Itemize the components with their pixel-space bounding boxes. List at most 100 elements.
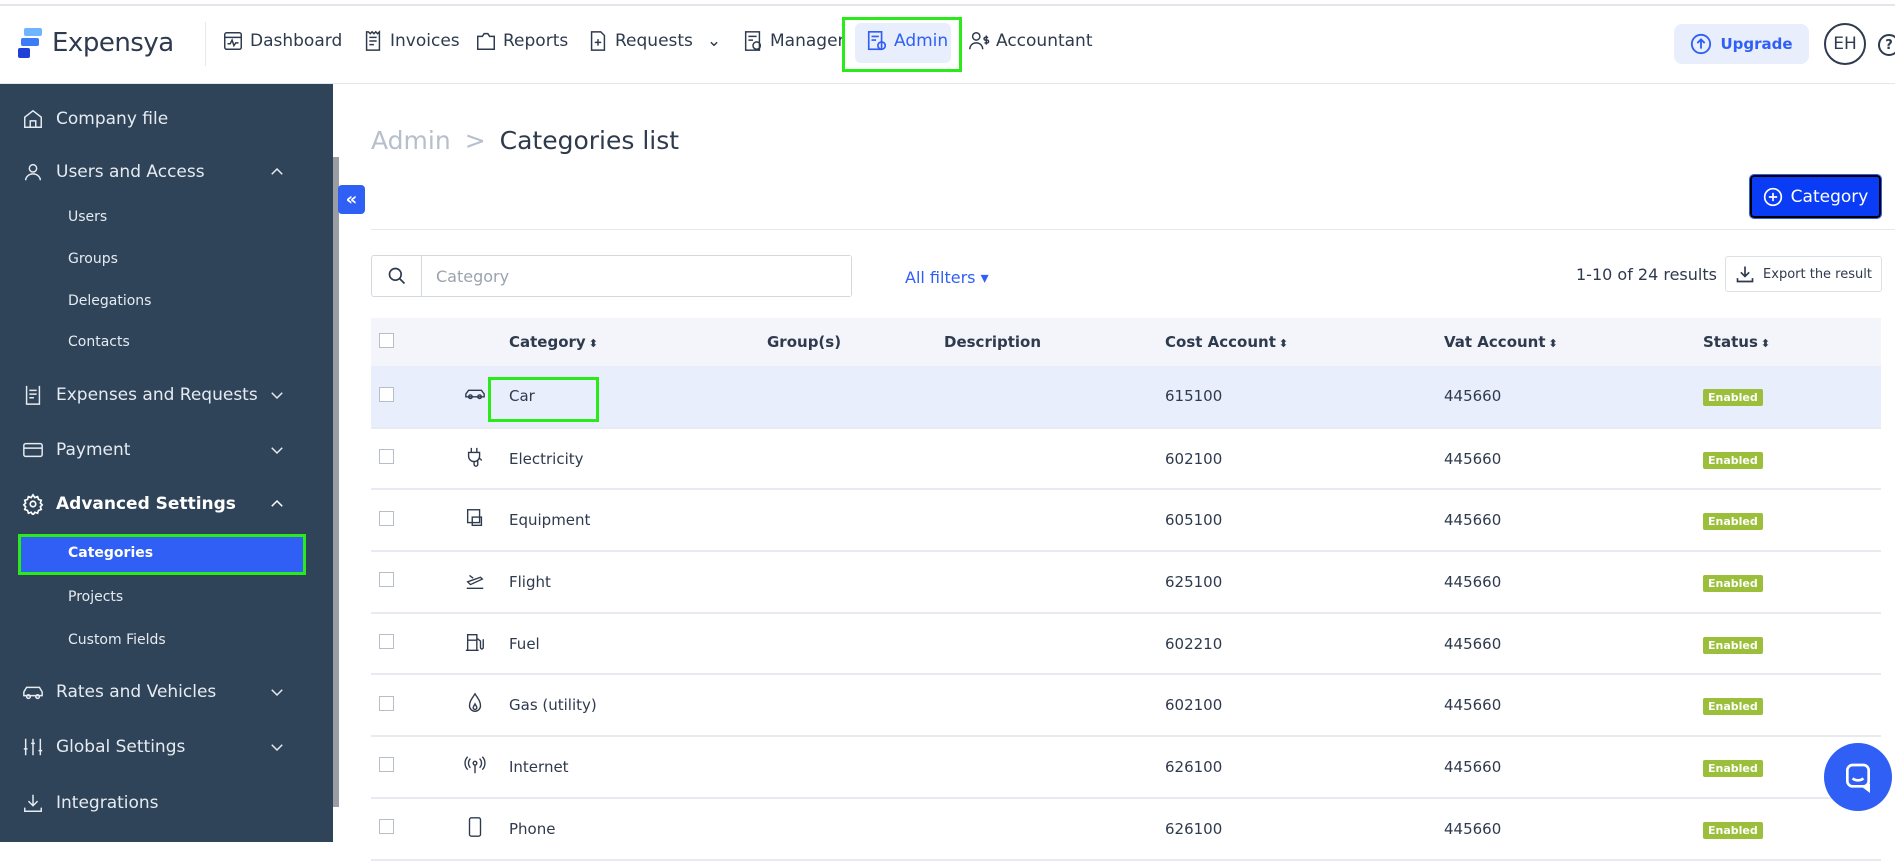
table-row[interactable]: Phone 626100 445660 Enabled (371, 797, 1881, 861)
table-row[interactable]: Gas (utility) 602100 445660 Enabled (371, 674, 1881, 738)
row-checkbox[interactable] (379, 757, 394, 773)
sidebar-item-global-settings[interactable]: Global Settings (22, 736, 312, 758)
car-icon (23, 686, 43, 700)
search-input[interactable] (422, 256, 851, 296)
search-icon[interactable] (372, 256, 422, 296)
groups-cell (767, 797, 944, 861)
category-name[interactable]: Flight (509, 551, 767, 614)
sort-icon[interactable]: ⬍ (1548, 337, 1558, 350)
sidebar-item-delegations[interactable]: Delegations (68, 293, 152, 309)
sidebar-item-projects[interactable]: Projects (68, 589, 124, 605)
category-name[interactable]: Phone (509, 797, 767, 861)
nav-admin[interactable]: Admin (866, 30, 948, 52)
export-button[interactable]: Export the result (1725, 256, 1882, 292)
category-name[interactable]: Internet (509, 736, 767, 799)
cost-account: 605100 (1165, 489, 1444, 553)
row-checkbox[interactable] (379, 449, 394, 465)
chevron-down-icon (271, 392, 283, 400)
sidebar-item-rates-vehicles[interactable]: Rates and Vehicles (22, 681, 312, 703)
nav-reports[interactable]: Reports (475, 30, 568, 52)
row-checkbox[interactable] (379, 634, 394, 650)
sidebar-item-groups[interactable]: Groups (68, 251, 118, 267)
all-filters-dropdown[interactable]: All filters ▾ (905, 268, 989, 287)
sidebar-item-custom-fields[interactable]: Custom Fields (68, 632, 166, 648)
breadcrumb-admin[interactable]: Admin (371, 126, 451, 155)
sidebar-item-company-file[interactable]: Company file (22, 108, 312, 130)
category-name[interactable]: Electricity (509, 427, 767, 491)
description-cell (944, 612, 1165, 676)
header-label: Status (1703, 333, 1758, 351)
header-groups: Group(s) (767, 318, 944, 366)
description-cell (944, 797, 1165, 861)
vat-account: 445660 (1444, 612, 1703, 676)
nav-requests[interactable]: Requests ⌄ (587, 30, 721, 52)
status-badge: Enabled (1703, 636, 1763, 654)
label: Advanced Settings (56, 494, 236, 514)
label: Rates and Vehicles (56, 682, 217, 702)
logo[interactable]: Expensya (18, 28, 174, 58)
header-cost-account[interactable]: Cost Account ⬍ (1165, 318, 1444, 366)
vat-account: 445660 (1444, 551, 1703, 614)
label: Payment (56, 440, 131, 460)
category-name[interactable]: Fuel (509, 612, 767, 676)
select-all-checkbox[interactable] (379, 332, 394, 348)
fuel-icon (465, 633, 484, 651)
sort-icon[interactable]: ⬍ (588, 337, 598, 350)
category-name[interactable]: Car (509, 366, 767, 429)
app-name: Expensya (52, 28, 174, 58)
accountant-icon (969, 32, 990, 50)
header-status[interactable]: Status ⬍ (1703, 318, 1881, 366)
help-icon[interactable]: ? (1878, 34, 1895, 56)
nav-dashboard[interactable]: Dashboard (222, 30, 342, 52)
sort-icon[interactable]: ⬍ (1760, 337, 1771, 350)
cost-account: 626100 (1165, 736, 1444, 799)
table-row[interactable]: Fuel 602210 445660 Enabled (371, 612, 1881, 676)
chevron-up-icon (271, 167, 283, 175)
gear-icon (22, 493, 44, 515)
collapse-sidebar-button[interactable]: « (338, 185, 365, 214)
row-checkbox[interactable] (379, 572, 394, 588)
sidebar-item-contacts[interactable]: Contacts (68, 334, 130, 350)
table-row[interactable]: Car 615100 445660 Enabled (371, 366, 1881, 429)
table-row[interactable]: Internet 626100 445660 Enabled (371, 736, 1881, 799)
admin-active-bg (855, 23, 951, 63)
chat-button[interactable] (1824, 743, 1892, 811)
category-name[interactable]: Equipment (509, 489, 767, 553)
sidebar-item-advanced-settings[interactable]: Advanced Settings (22, 493, 312, 515)
add-category-label: Category (1790, 186, 1869, 207)
top-border (0, 4, 1895, 6)
avatar[interactable]: EH (1824, 23, 1866, 65)
sidebar-item-categories[interactable]: Categories (68, 545, 154, 561)
row-checkbox[interactable] (379, 819, 394, 835)
divider (371, 229, 1895, 230)
table-row[interactable]: Flight 625100 445660 Enabled (371, 551, 1881, 614)
sidebar-scrollbar[interactable] (333, 157, 339, 807)
sidebar-item-users-access[interactable]: Users and Access (22, 161, 312, 183)
header-vat-account[interactable]: Vat Account ⬍ (1444, 318, 1703, 366)
row-checkbox[interactable] (379, 510, 394, 526)
table-row[interactable]: Electricity 602100 445660 Enabled (371, 427, 1881, 491)
header-category[interactable]: Category ⬍ (509, 318, 767, 366)
row-checkbox[interactable] (379, 695, 394, 711)
upgrade-button[interactable]: Upgrade (1674, 24, 1809, 64)
sidebar (0, 84, 333, 842)
vat-account: 445660 (1444, 489, 1703, 553)
category-name[interactable]: Gas (utility) (509, 674, 767, 738)
table-row[interactable]: Equipment 605100 445660 Enabled (371, 489, 1881, 553)
nav-invoices[interactable]: Invoices (362, 30, 460, 52)
sort-icon[interactable]: ⬍ (1278, 337, 1289, 350)
nav-accountant[interactable]: Accountant (968, 30, 1093, 52)
groups-cell (767, 551, 944, 614)
nav-manager[interactable]: Manager (742, 30, 845, 52)
add-category-button[interactable]: Category (1749, 174, 1882, 219)
receipt-icon (25, 385, 41, 405)
sidebar-item-users[interactable]: Users (68, 209, 108, 225)
admin-icon (867, 31, 887, 51)
admin-highlight (842, 17, 962, 72)
sidebar-item-payment[interactable]: Payment (22, 439, 312, 461)
car-icon (465, 389, 485, 400)
row-checkbox[interactable] (379, 386, 394, 402)
sidebar-item-expenses[interactable]: Expenses and Requests (22, 384, 312, 406)
sidebar-item-integrations[interactable]: Integrations (22, 792, 312, 814)
status-badge: Enabled (1703, 698, 1763, 716)
